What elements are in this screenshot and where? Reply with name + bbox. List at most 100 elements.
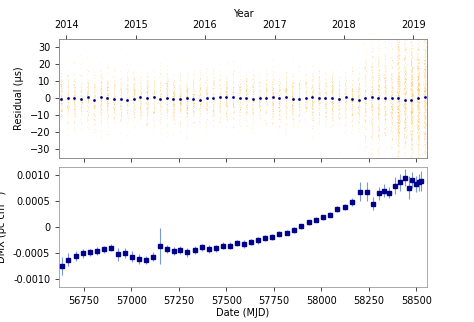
Point [407, 95, 414, 100]
Point [368, 133, 376, 138]
Point [249, 86, 257, 91]
Point [382, 106, 390, 111]
Point [143, 92, 151, 98]
Point [355, 110, 363, 116]
Point [150, 130, 158, 135]
Point [150, 77, 157, 82]
Point [150, 65, 158, 71]
Point [393, 107, 401, 112]
Point [223, 113, 230, 118]
Point [394, 90, 401, 95]
Point [150, 105, 157, 110]
Point [182, 102, 190, 108]
Point [169, 103, 176, 108]
Point [421, 86, 429, 91]
Point [394, 119, 402, 125]
Point [97, 101, 105, 106]
Point [302, 106, 310, 111]
Point [290, 123, 298, 128]
Point [387, 128, 395, 134]
Point [103, 93, 110, 98]
Point [388, 107, 396, 112]
Point [421, 68, 429, 73]
Point [395, 99, 403, 104]
Point [415, 100, 422, 105]
Point [375, 98, 383, 103]
Point [109, 106, 117, 111]
Point [409, 93, 416, 99]
Point [71, 92, 78, 97]
Point [382, 33, 389, 39]
Point [328, 100, 336, 105]
Point [315, 74, 323, 79]
Point [368, 79, 375, 84]
Point [394, 60, 402, 65]
Point [269, 121, 276, 126]
Point [382, 104, 389, 109]
Point [267, 117, 275, 122]
Point [401, 94, 409, 99]
Point [374, 125, 382, 130]
Point [349, 117, 356, 122]
Point [420, 99, 428, 105]
Point [242, 86, 250, 91]
Point [249, 73, 257, 78]
Point [419, 111, 427, 117]
Point [394, 89, 402, 94]
Point [401, 77, 408, 82]
Point [328, 80, 336, 85]
Point [269, 75, 277, 80]
Point [414, 123, 422, 128]
Point [422, 179, 430, 184]
Point [382, 107, 390, 112]
Point [223, 85, 230, 90]
Point [393, 43, 401, 49]
Point [421, 115, 429, 120]
Point [78, 98, 86, 103]
Point [420, 94, 428, 99]
Point [163, 95, 171, 100]
Point [369, 120, 376, 125]
Point [401, 64, 409, 69]
Point [308, 89, 316, 94]
Point [262, 97, 270, 102]
Point [255, 86, 263, 91]
Point [83, 103, 91, 108]
Point [301, 90, 309, 95]
Point [381, 91, 389, 97]
Point [72, 97, 79, 102]
Point [124, 96, 132, 101]
Point [394, 132, 402, 137]
Point [283, 70, 291, 75]
Point [368, 77, 375, 82]
Point [282, 87, 289, 92]
Point [414, 141, 421, 146]
Point [415, 136, 422, 141]
Point [408, 92, 415, 97]
Point [402, 97, 410, 102]
Point [422, 109, 429, 114]
Point [163, 104, 171, 109]
Point [269, 108, 277, 113]
Point [203, 110, 210, 116]
Point [342, 83, 349, 89]
Point [249, 126, 256, 131]
Point [309, 88, 316, 93]
Point [302, 96, 310, 101]
Point [369, 36, 376, 42]
Point [156, 130, 164, 135]
Point [169, 109, 177, 114]
Point [77, 94, 85, 99]
Point [229, 107, 237, 112]
Point [210, 79, 218, 84]
Point [249, 98, 256, 103]
Point [183, 107, 191, 112]
Point [144, 100, 152, 105]
Point [381, 126, 388, 131]
Point [382, 89, 389, 94]
Point [295, 83, 302, 88]
Point [57, 79, 64, 84]
Point [347, 90, 355, 95]
Point [362, 62, 370, 68]
Point [420, 120, 428, 126]
